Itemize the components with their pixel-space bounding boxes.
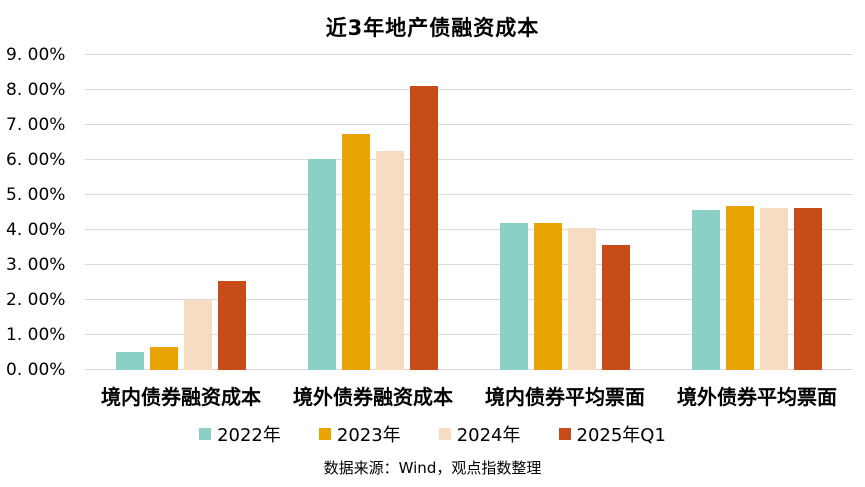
category-label: 境内债券融资成本	[101, 385, 261, 409]
bar-2024年	[184, 299, 212, 370]
bar-2025年Q1	[218, 281, 246, 370]
legend-label: 2024年	[456, 425, 521, 446]
category-label: 境外债券融资成本	[293, 385, 453, 409]
source-note: 数据来源：Wind，观点指数整理	[323, 459, 542, 477]
legend-swatch	[318, 428, 331, 440]
legend-label: 2022年	[217, 425, 281, 446]
y-tick-label: 8. 00%	[6, 80, 66, 101]
y-tick-label: 3. 00%	[6, 255, 66, 276]
gridline	[85, 229, 853, 231]
bar-2024年	[568, 227, 596, 370]
bar-group	[85, 55, 277, 370]
legend-item: 2023年	[318, 421, 401, 447]
category-label: 境外债券平均票面	[677, 385, 837, 409]
gridline	[85, 159, 853, 160]
y-axis-labels: 0. 00% 1. 00% 2. 00% 3. 00% 4. 00% 5. 00% 6. 0…	[6, 45, 72, 380]
gridline	[85, 89, 853, 91]
y-tick-label: 0. 00%	[6, 360, 66, 380]
bar-group	[469, 55, 661, 370]
bar-group	[661, 55, 853, 370]
gridline	[85, 369, 853, 370]
bar-2024年	[760, 208, 788, 370]
legend-label: 2025年Q1	[576, 425, 666, 446]
bar-2022年	[500, 222, 528, 370]
legend-swatch	[438, 428, 451, 440]
bar-2022年	[308, 158, 336, 370]
bar-2023年	[726, 205, 754, 370]
bar-2025年Q1	[602, 245, 630, 370]
bar-2022年	[692, 209, 720, 370]
bar-2025年Q1	[410, 86, 438, 370]
y-tick-label: 2. 00%	[6, 290, 66, 311]
gridline	[85, 334, 853, 336]
gridline	[85, 124, 853, 125]
gridline	[85, 194, 853, 195]
category-label: 境内债券平均票面	[485, 385, 645, 409]
chart-title: 近3年地产债融资成本	[325, 16, 540, 40]
plot-area	[85, 54, 853, 370]
bar-2024年	[376, 151, 404, 370]
x-axis-category-labels: 境内债券融资成本 境外债券融资成本 境内债券平均票面 境外债券平均票面	[85, 381, 853, 410]
y-tick-label: 4. 00%	[6, 220, 66, 241]
legend: 2022年 2023年 2024年 2025年Q1	[0, 421, 865, 447]
y-tick-label: 7. 00%	[6, 115, 66, 135]
gridline	[85, 299, 853, 301]
y-tick-label: 6. 00%	[6, 150, 66, 171]
bar-2023年	[534, 223, 562, 370]
legend-item: 2024年	[438, 421, 521, 447]
bar-2023年	[150, 346, 178, 370]
legend-swatch	[558, 428, 571, 440]
y-tick-label: 1. 00%	[6, 325, 66, 346]
legend-swatch	[199, 428, 212, 440]
bar-2023年	[342, 134, 370, 370]
bar-2025年Q1	[794, 207, 822, 370]
bar-2022年	[116, 351, 144, 370]
bar-group	[277, 55, 469, 370]
legend-label: 2023年	[336, 425, 401, 446]
bar-groups	[85, 55, 853, 370]
gridline	[85, 54, 853, 55]
y-tick-label: 5. 00%	[6, 185, 66, 205]
legend-item: 2022年	[199, 421, 281, 447]
gridline	[85, 264, 853, 265]
y-tick-label: 9. 00%	[6, 45, 66, 65]
legend-item: 2025年Q1	[558, 421, 666, 447]
